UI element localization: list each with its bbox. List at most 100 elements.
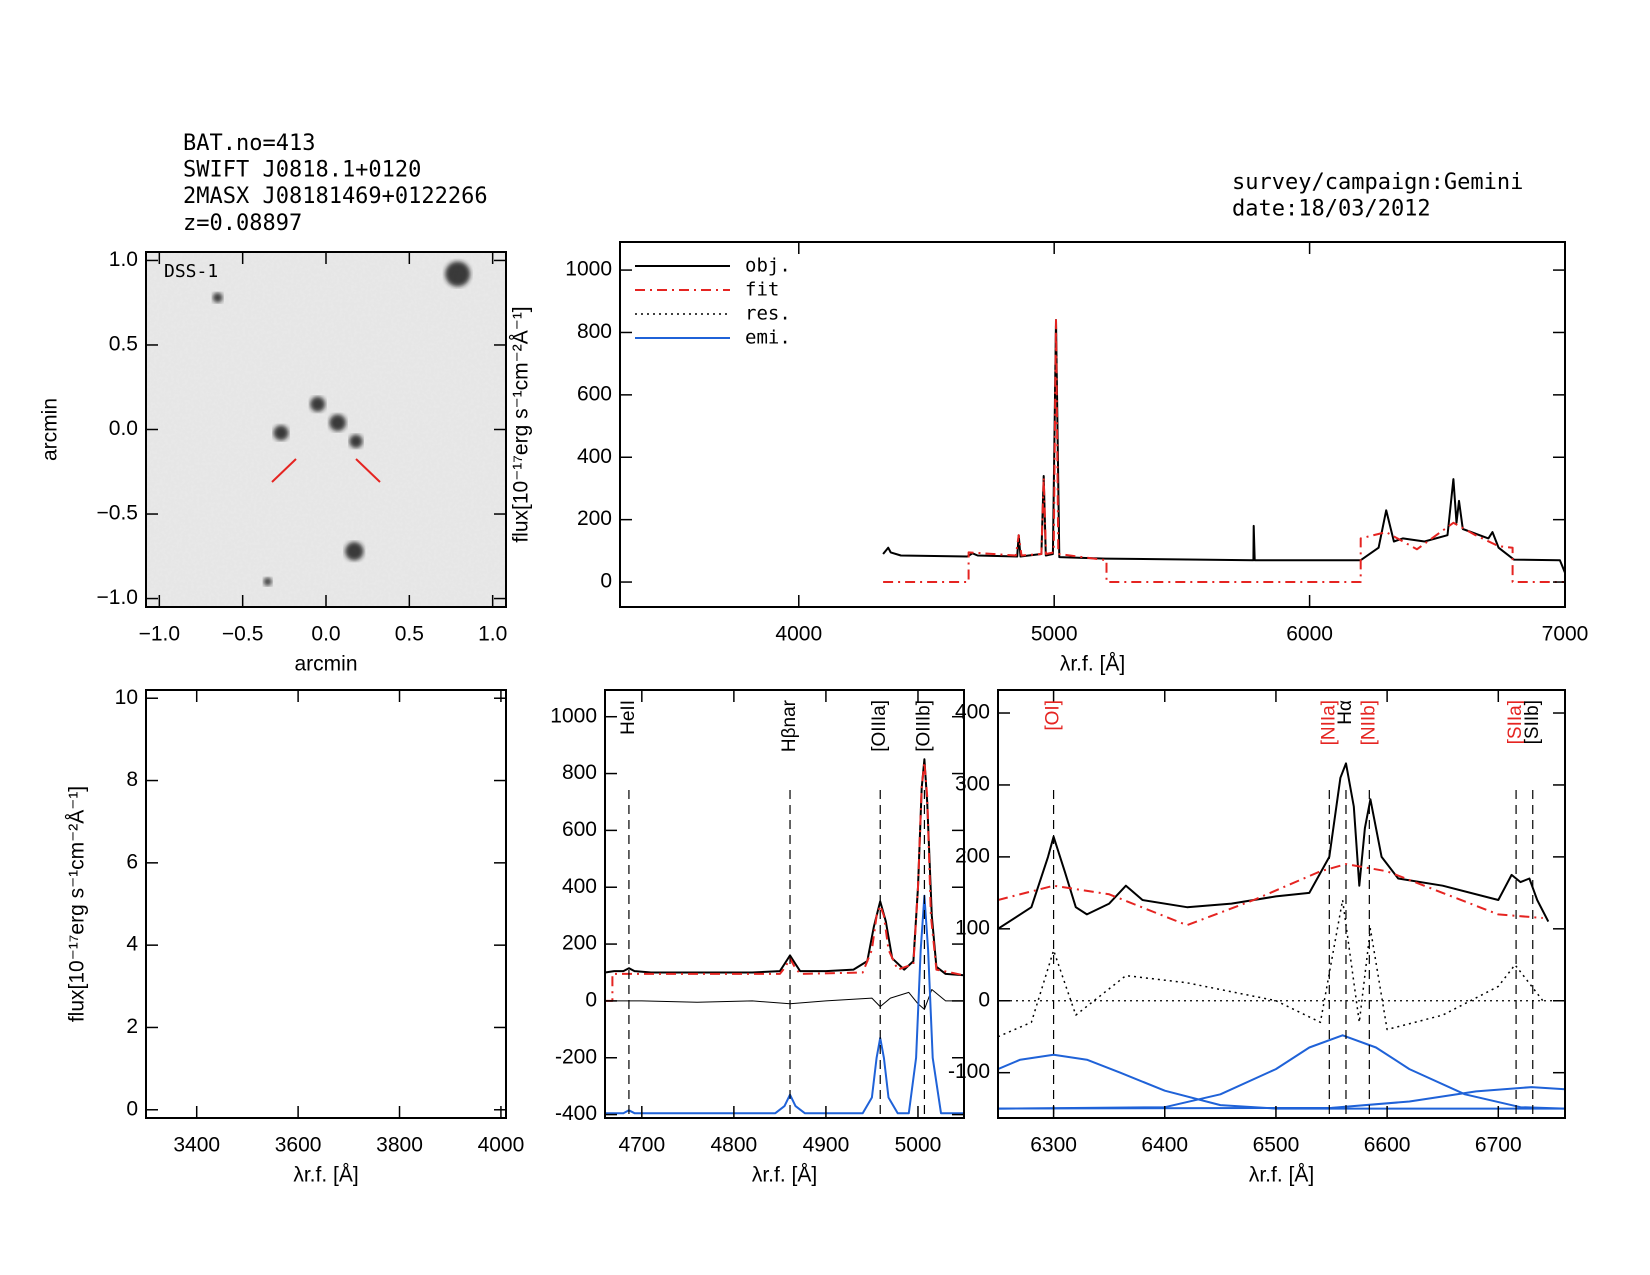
x-axis-label: λr.f. [Å] [752,1164,817,1187]
line-label: [OIIIb] [913,700,934,752]
plot-area [146,252,506,607]
x-tick-label: −1.0 [139,623,180,646]
x-tick-label: 4000 [775,623,822,646]
header-text: date:18/03/2012 [1232,197,1431,222]
spectrum-line [998,762,1550,930]
image-noise [146,252,506,607]
y-axis-label: flux[10⁻¹⁷erg s⁻¹cm⁻²Å⁻¹] [510,306,533,542]
x-tick-label: 6000 [1286,623,1333,646]
x-tick-label: 6700 [1475,1134,1522,1157]
y-axis-label: arcmin [39,398,62,461]
line-label: [OI] [1043,700,1064,731]
y-axis-label: flux[10⁻¹⁷erg s⁻¹cm⁻²Å⁻¹] [66,786,89,1022]
source [310,396,326,412]
header-text: survey/campaign:Gemini [1232,170,1523,195]
y-tick-label: 200 [955,844,990,867]
line-label: Hβnar [779,699,800,752]
legend-label: res. [745,303,791,325]
y-tick-label: 0 [585,988,597,1011]
legend-label: fit [745,279,779,301]
y-tick-label: 400 [577,445,612,468]
x-tick-label: 6300 [1030,1134,1077,1157]
frame [145,689,507,1119]
y-tick-label: 8 [126,768,138,791]
x-tick-label: 4000 [478,1134,525,1157]
y-tick-label: 800 [577,320,612,343]
y-tick-label: 4 [126,933,138,956]
line-label: Hα [1335,700,1356,725]
spectrum-line [998,863,1543,927]
x-tick-label: 6500 [1253,1134,1300,1157]
y-tick-label: 0.5 [109,333,138,356]
source [349,434,363,449]
line-label: HeII [618,700,639,735]
spectrum-line [605,761,964,1002]
frame [997,689,1566,1119]
spectrum-line [883,319,1565,583]
x-tick-label: 5000 [1031,623,1078,646]
y-tick-label: 0.0 [109,417,138,440]
x-axis-label: arcmin [294,653,357,676]
header-text: SWIFT J0818.1+0120 [183,158,421,183]
y-tick-label: 1.0 [109,248,138,271]
y-tick-label: 300 [955,772,990,795]
y-tick-label: 10 [115,686,138,709]
line-label: [NIIb] [1358,700,1379,745]
y-tick-label: 2 [126,1015,138,1038]
spectrum-line [998,899,1544,1038]
y-tick-label: 1000 [550,704,597,727]
line-label: [SIIb] [1522,700,1543,744]
x-axis-label: λr.f. [Å] [1060,653,1125,676]
image-label: DSS-1 [164,261,218,282]
source [212,292,223,303]
x-tick-label: 7000 [1542,623,1589,646]
y-tick-label: 1000 [565,258,612,281]
y-tick-label: 6 [126,850,138,873]
y-tick-label: 0 [600,570,612,593]
plot-area [882,319,1565,583]
x-tick-label: 0.0 [311,623,340,646]
line-label: [OIIIa] [869,700,890,752]
x-tick-label: 6400 [1141,1134,1188,1157]
x-tick-label: 4900 [803,1134,850,1157]
y-tick-label: −0.5 [97,502,138,525]
legend-label: obj. [745,255,791,277]
y-tick-label: 100 [955,916,990,939]
y-tick-label: 0 [978,988,990,1011]
x-tick-label: −0.5 [222,623,263,646]
header-text: z=0.08897 [183,211,302,236]
x-tick-label: 1.0 [478,623,507,646]
y-tick-label: 600 [562,818,597,841]
x-tick-label: 3600 [275,1134,322,1157]
line-label: [NIIa] [1318,700,1339,745]
y-tick-label: 800 [562,761,597,784]
x-axis-label: λr.f. [Å] [293,1164,358,1187]
source [329,414,346,432]
y-tick-label: 600 [577,382,612,405]
x-tick-label: 4700 [618,1134,665,1157]
x-tick-label: 5000 [895,1134,942,1157]
y-tick-label: -200 [555,1045,597,1068]
source [273,425,289,441]
y-tick-label: 200 [562,932,597,955]
x-tick-label: 3400 [173,1134,220,1157]
source [345,542,364,561]
frame [619,241,1566,608]
header-text: BAT.no=413 [183,131,315,156]
x-tick-label: 6600 [1364,1134,1411,1157]
target-marker [355,458,381,483]
source [263,577,272,586]
plot-area [998,762,1565,1110]
y-tick-label: -100 [948,1060,990,1083]
y-tick-label: 400 [562,875,597,898]
x-tick-label: 0.5 [395,623,424,646]
x-tick-label: 3800 [376,1134,423,1157]
y-tick-label: −1.0 [97,586,138,609]
frame [604,689,965,1119]
spectrum-line [998,1034,1565,1110]
header-text: 2MASX J08181469+0122266 [183,184,488,209]
legend-label: emi. [745,327,791,349]
